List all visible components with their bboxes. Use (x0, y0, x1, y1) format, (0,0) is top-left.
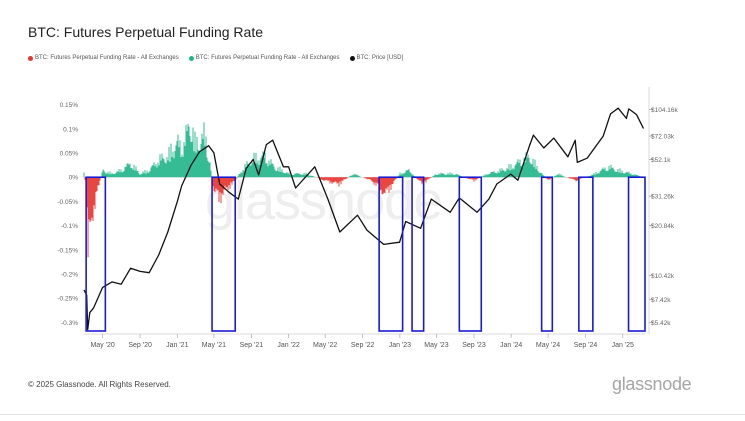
highlight-box (411, 176, 425, 332)
legend-item-price[interactable]: BTC: Price [USD] (349, 55, 404, 61)
highlight-box (211, 176, 237, 332)
legend-label: BTC: Futures Perpetual Funding Rate - Al… (195, 55, 340, 61)
legend-label: BTC: Futures Perpetual Funding Rate - Al… (35, 55, 179, 61)
legend-dot-icon (188, 55, 194, 61)
funding-rate-chart: 0.15% 0.1% 0.05% 0% -0.05% -0.1% -0.15% -0.2% -0… (57, 87, 678, 349)
x-axis-tick-label: Jan '25 (612, 342, 634, 349)
chart-title: BTC: Futures Perpetual Funding Rate (28, 24, 264, 40)
x-axis-tick-label: May '22 (313, 342, 337, 349)
highlight-box (627, 176, 646, 332)
left-axis-tick-label: -0.25% (57, 296, 78, 303)
left-axis-tick-label: -0.3% (61, 320, 78, 327)
legend-item-funding-negative[interactable]: BTC: Futures Perpetual Funding Rate - Al… (28, 55, 179, 61)
watermark-logo: glassnode (205, 171, 443, 231)
x-axis-tick-label: Sep '21 (240, 342, 264, 349)
x-axis-tick-label: May '23 (424, 342, 448, 349)
highlight-box (85, 176, 107, 332)
highlight-box (378, 176, 404, 332)
price-line (83, 107, 645, 331)
legend-dot-icon (28, 55, 33, 61)
legend-dot-icon (349, 55, 355, 61)
right-axis-tick-label: $10.42k (651, 273, 675, 280)
left-axis-tick-label: 0% (69, 175, 79, 182)
right-axis-tick-label: $72.03k (651, 134, 675, 141)
left-axis-tick-label: -0.2% (61, 271, 78, 278)
x-axis-tick-label: Jan '24 (500, 342, 522, 349)
left-axis-tick-label: 0.1% (63, 126, 78, 133)
right-axis-tick-label: $31.26k (651, 194, 675, 201)
highlight-box (540, 176, 554, 332)
copyright-text: © 2025 Glassnode. All Rights Reserved. (28, 380, 171, 389)
left-axis-tick-label: -0.05% (57, 199, 78, 206)
legend-label: BTC: Price [USD] (356, 55, 404, 61)
left-axis-tick-label: 0.15% (60, 102, 79, 109)
x-axis-tick-label: May '20 (90, 342, 114, 349)
chart-legend: BTC: Futures Perpetual Funding Rate - Al… (28, 55, 403, 61)
x-axis-tick-label: Jan '22 (277, 342, 299, 349)
right-axis-tick-label: $20.84k (651, 223, 675, 230)
left-axis-tick-label: -0.15% (57, 247, 78, 254)
x-axis-tick-label: Jan '21 (166, 342, 188, 349)
x-axis-tick-label: Sep '24 (574, 342, 598, 349)
footer-divider (0, 414, 745, 415)
x-axis-tick-label: Sep '22 (351, 342, 375, 349)
x-axis-tick-label: Jan '23 (389, 342, 411, 349)
right-axis-tick-label: $104.16k (651, 107, 678, 114)
right-axis-tick-label: $52.1k (651, 157, 671, 164)
x-axis-tick-label: Sep '20 (128, 342, 152, 349)
x-axis-tick-label: May '24 (536, 342, 560, 349)
legend-item-funding-positive[interactable]: BTC: Futures Perpetual Funding Rate - Al… (188, 55, 340, 61)
x-axis-tick-label: May '21 (202, 342, 226, 349)
highlight-box (578, 176, 594, 332)
right-axis-tick-label: $5.42k (651, 320, 671, 327)
x-axis-tick-label: Sep '23 (462, 342, 486, 349)
glassnode-logo: glassnode (612, 374, 692, 394)
left-axis-tick-label: -0.1% (61, 223, 78, 230)
highlight-box (458, 176, 483, 332)
left-axis-tick-label: 0.05% (60, 151, 79, 158)
right-axis-tick-label: $7.42k (651, 297, 671, 304)
